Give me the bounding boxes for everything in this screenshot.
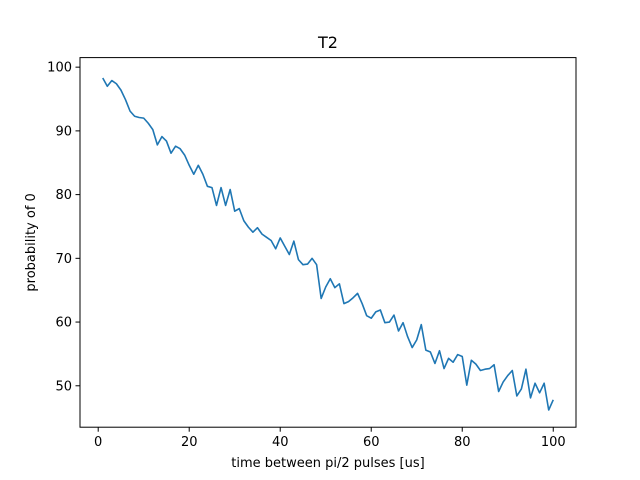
y-tick-label: 90 bbox=[55, 124, 72, 139]
y-tick-label: 100 bbox=[47, 61, 72, 76]
x-tick-label: 60 bbox=[363, 435, 380, 450]
series-line-0 bbox=[102, 77, 554, 411]
plot-area bbox=[80, 57, 576, 428]
y-tick-label: 80 bbox=[55, 188, 72, 203]
y-tick-label: 70 bbox=[55, 252, 72, 267]
x-tick-label: 80 bbox=[454, 435, 471, 450]
series-layer bbox=[102, 77, 554, 411]
y-axis: 50 60 70 80 90 100 bbox=[47, 61, 80, 394]
x-tick-label: 0 bbox=[94, 435, 102, 450]
y-tick-label: 60 bbox=[55, 316, 72, 331]
x-axis: 0 20 40 60 80 100 bbox=[94, 427, 566, 450]
chart-title: T2 bbox=[317, 33, 338, 52]
y-tick-label: 50 bbox=[55, 379, 72, 394]
x-tick-label: 40 bbox=[272, 435, 289, 450]
plot-frame bbox=[79, 57, 577, 428]
x-axis-label: time between pi/2 pulses [us] bbox=[231, 456, 424, 471]
x-tick-label: 20 bbox=[181, 435, 198, 450]
x-tick-label: 100 bbox=[541, 435, 566, 450]
y-axis-label: probability of 0 bbox=[24, 193, 39, 291]
